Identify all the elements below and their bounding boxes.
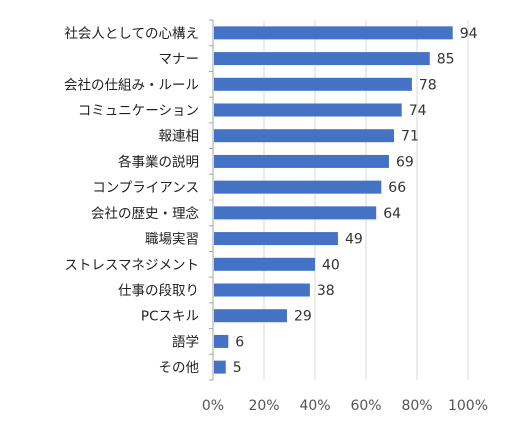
data-label: 85 — [437, 52, 455, 68]
data-label: 71 — [401, 129, 419, 145]
data-label: 5 — [233, 360, 242, 376]
bar — [214, 360, 226, 374]
x-tick-label: 100% — [448, 398, 488, 414]
label-layer: 0% 20% 40% 60% 80% 100% 社会人としての心構え 94 マナー 85 会社の仕組… — [64, 26, 488, 414]
category-label: コミュニケーション — [78, 103, 199, 119]
data-label: 64 — [383, 206, 401, 222]
data-label: 38 — [317, 283, 335, 299]
bar — [214, 206, 377, 220]
category-label: マナー — [159, 52, 200, 68]
data-label: 69 — [396, 154, 414, 170]
bar — [214, 257, 315, 271]
bar-layer — [214, 26, 453, 374]
category-label: 仕事の段取り — [118, 283, 199, 299]
category-label: 語学 — [172, 333, 199, 350]
bar — [214, 180, 382, 194]
bar — [214, 103, 402, 117]
bar — [214, 52, 430, 66]
x-tick-label: 20% — [248, 398, 279, 414]
category-label: 報連相 — [159, 129, 200, 145]
data-label: 6 — [235, 334, 244, 350]
grid-layer — [209, 19, 469, 381]
bar — [214, 283, 310, 297]
x-tick-label: 80% — [401, 398, 432, 414]
category-label: 職場実習 — [145, 232, 199, 248]
data-label: 49 — [345, 232, 363, 248]
category-label: PCスキル — [141, 309, 199, 325]
category-label: 会社の仕組み・ルール — [64, 77, 199, 93]
x-tick-label: 60% — [350, 398, 381, 414]
category-label: 社会人としての心構え — [64, 26, 199, 42]
bar — [214, 232, 338, 246]
x-tick-label: 40% — [299, 398, 330, 414]
category-label: その他 — [159, 360, 200, 376]
data-label: 74 — [409, 103, 427, 119]
bar — [214, 154, 389, 168]
data-label: 94 — [460, 26, 478, 42]
category-label: ストレスマネジメント — [64, 257, 199, 273]
category-label: コンプライアンス — [92, 180, 199, 196]
data-label: 29 — [294, 309, 312, 325]
data-label: 66 — [388, 180, 406, 196]
data-label: 78 — [419, 77, 437, 93]
category-label: 各事業の説明 — [118, 154, 199, 170]
bar — [214, 77, 412, 91]
bar — [214, 26, 453, 40]
bar — [214, 309, 287, 323]
x-tick-label: 0% — [202, 398, 224, 414]
category-label: 会社の歴史・理念 — [91, 205, 199, 222]
bar — [214, 129, 395, 143]
data-label: 40 — [322, 257, 340, 273]
bar — [214, 334, 229, 348]
